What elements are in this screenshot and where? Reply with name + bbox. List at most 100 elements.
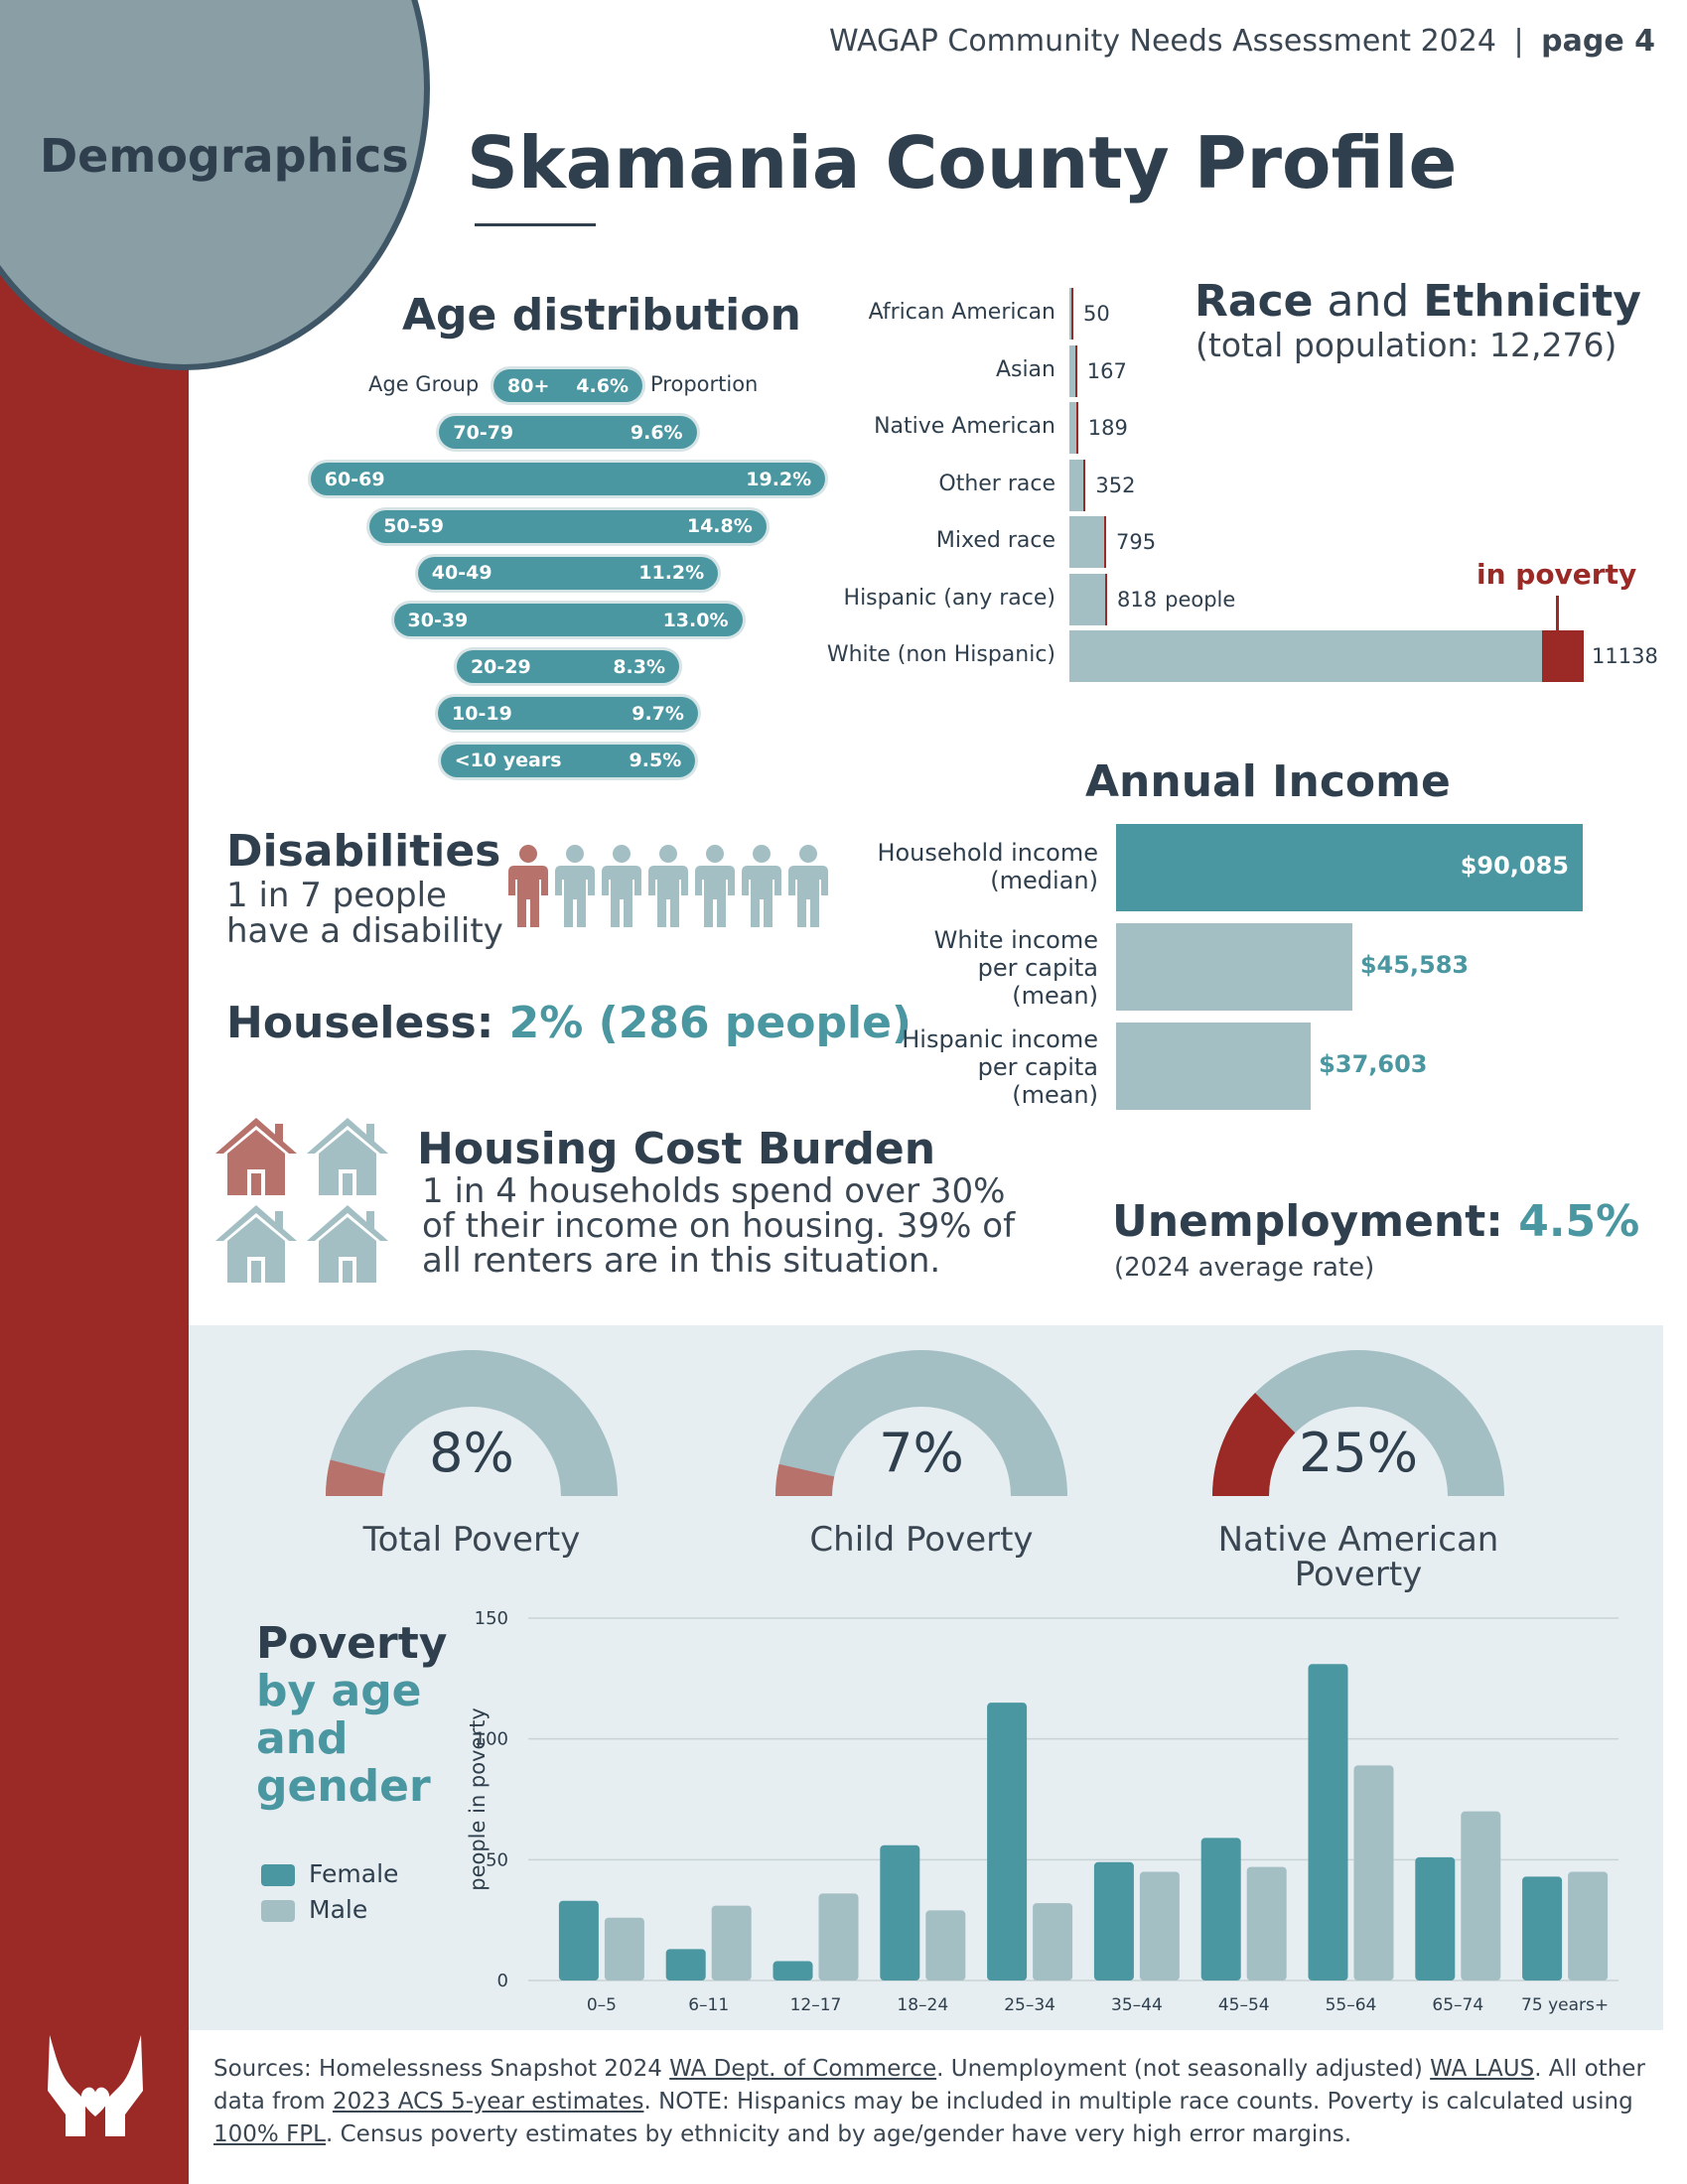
race-bar-poverty — [1103, 516, 1106, 568]
race-bar-poverty — [1542, 630, 1584, 682]
poverty-bar-chart: 0 50 100 150 people in poverty 0–5 6–11 12–17 18… — [466, 1608, 1618, 2015]
age-group-label: 20-29 — [470, 655, 531, 678]
age-col-prop: Proportion — [650, 372, 759, 396]
x-tick-label: 6–11 — [688, 1995, 729, 2015]
poverty-chart-title: Poverty by age and gender — [256, 1620, 447, 1811]
age-row: <10 years 9.5% — [440, 744, 696, 777]
header-circle — [0, 0, 430, 370]
bar-male — [604, 1917, 644, 1980]
income-label-line3: (mean) — [1012, 1081, 1098, 1109]
sources-note: Sources: Homelessness Snapshot 2024 WA D… — [213, 2053, 1653, 2151]
age-group-label: 60-69 — [324, 468, 385, 490]
legend-male: Male — [261, 1892, 398, 1928]
age-group-label: 40-49 — [431, 562, 492, 585]
income-title: Annual Income — [1085, 756, 1451, 807]
y-axis-label: people in poverty — [466, 1707, 490, 1891]
poverty-gauge — [775, 1350, 1067, 1496]
link-fpl[interactable]: 100% FPL — [213, 2121, 326, 2147]
person-icon — [602, 845, 641, 927]
page-header: WAGAP Community Needs Assessment 2024 | … — [829, 24, 1655, 59]
y-tick-label: 100 — [475, 1729, 508, 1750]
header-separator: | — [1513, 24, 1524, 59]
person-icon — [788, 845, 828, 927]
race-value-number: 352 — [1095, 473, 1136, 497]
y-tick-label: 150 — [475, 1608, 508, 1629]
age-group-pct: 19.2% — [746, 468, 812, 490]
bar-male — [711, 1905, 752, 1980]
page-number: page 4 — [1541, 24, 1655, 59]
gauge-fill — [326, 1459, 385, 1496]
bar-male — [1139, 1871, 1180, 1980]
age-group-pct: 13.0% — [662, 609, 729, 631]
houseless-value: 2% (286 people) — [508, 998, 913, 1048]
person-icon — [648, 845, 688, 927]
gauge-fill — [775, 1463, 835, 1496]
poverty-callout: in poverty — [1476, 558, 1637, 591]
bar-male — [1568, 1871, 1609, 1980]
housing-line1: 1 in 4 households spend over 30% — [422, 1171, 1006, 1211]
y-tick-label: 0 — [497, 1971, 508, 1991]
age-group-pct: 14.8% — [686, 515, 753, 538]
age-group-pct: 9.5% — [629, 750, 682, 772]
gauge-label: Total Poverty — [362, 1520, 581, 1560]
gauge-label: Child Poverty — [809, 1520, 1034, 1560]
legend-male-swatch — [261, 1900, 295, 1922]
sources-text-3: . All other data from — [213, 2056, 1645, 2115]
bar-female — [1415, 1856, 1456, 1980]
age-row: 70-79 9.6% — [439, 416, 697, 450]
poverty-callout-line — [1556, 596, 1559, 633]
race-bar-poverty — [1083, 459, 1086, 511]
legend-female-label: Female — [309, 1859, 399, 1888]
unemployment-value: 4.5% — [1518, 1196, 1640, 1247]
poverty-title-line4: gender — [256, 1761, 431, 1812]
gauge-percent: 7% — [879, 1422, 964, 1484]
link-wa-laus[interactable]: WA LAUS — [1430, 2056, 1535, 2082]
x-tick-label: 35–44 — [1111, 1995, 1163, 2015]
age-row: 20-29 8.3% — [456, 650, 680, 684]
sources-text-1: Sources: Homelessness Snapshot 2024 — [213, 2056, 670, 2082]
gauge-fill — [1212, 1393, 1296, 1496]
bar-male — [818, 1893, 859, 1980]
race-value: 352 — [1095, 474, 1135, 497]
bar-female — [1308, 1664, 1348, 1980]
age-group-pct: 8.3% — [613, 655, 666, 678]
income-label: Hispanic income per capita (mean) — [858, 1025, 1098, 1109]
gauge-percent: 25% — [1298, 1422, 1419, 1484]
race-value-number: 50 — [1083, 302, 1110, 326]
housing-line2: of their income on housing. 39% of — [422, 1206, 1016, 1246]
x-tick-label: 18–24 — [897, 1995, 948, 2015]
housing-title: Housing Cost Burden — [417, 1124, 936, 1174]
bar-male — [1353, 1765, 1394, 1980]
race-title-a: Race — [1195, 276, 1314, 327]
income-label-line1: Hispanic income — [902, 1025, 1098, 1053]
gauge-percent: 8% — [429, 1422, 514, 1484]
age-group-label: 30-39 — [407, 609, 469, 631]
income-label-line1: Household income — [877, 839, 1098, 867]
age-group-pct: 11.2% — [638, 562, 705, 585]
race-bar-poverty — [1074, 344, 1077, 397]
disabilities-line2: have a disability — [226, 911, 503, 951]
race-value-number: 795 — [1115, 530, 1157, 554]
people-icons — [506, 844, 834, 928]
race-value-number: 818 — [1117, 587, 1158, 612]
bar-female — [987, 1703, 1028, 1980]
race-value-number: 189 — [1087, 416, 1128, 440]
income-bar — [1116, 923, 1352, 1011]
race-value-number: 167 — [1086, 358, 1127, 383]
bar-male — [1246, 1866, 1287, 1980]
race-bar — [1069, 459, 1086, 511]
income-label-line2: (median) — [990, 867, 1098, 894]
race-value: 11138 — [1592, 644, 1658, 668]
link-wa-commerce[interactable]: WA Dept. of Commerce — [669, 2056, 937, 2082]
x-tick-label: 0–5 — [587, 1995, 617, 2015]
bar-female — [1200, 1838, 1241, 1980]
poverty-title-line2: by age — [256, 1666, 422, 1716]
income-bar — [1116, 1023, 1312, 1110]
house-icon — [307, 1205, 388, 1283]
income-value: $45,583 — [1359, 951, 1470, 979]
bar-female — [558, 1900, 599, 1980]
age-row: 80+ 4.6% — [493, 369, 642, 402]
race-label: Native American — [874, 414, 1055, 439]
link-acs[interactable]: 2023 ACS 5-year estimates — [332, 2089, 644, 2115]
age-group-label: <10 years — [454, 750, 562, 772]
